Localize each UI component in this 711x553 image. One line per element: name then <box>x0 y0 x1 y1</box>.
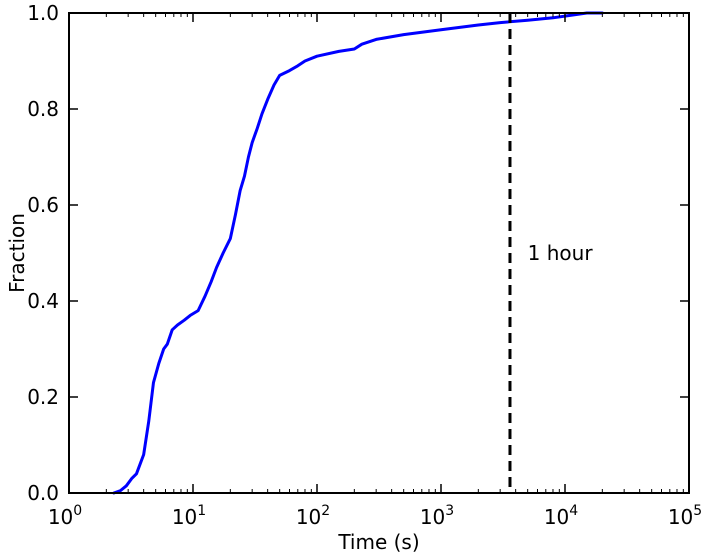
y-tick-label: 0.0 <box>27 481 59 505</box>
y-tick-label: 0.4 <box>27 289 59 313</box>
x-axis-title: Time (s) <box>337 530 419 553</box>
x-tick-label: 100 <box>48 503 82 529</box>
x-tick-label: 105 <box>668 503 702 529</box>
x-tick-label: 101 <box>172 503 206 529</box>
x-tick-label: 102 <box>296 503 330 529</box>
y-axis-title: Fraction <box>5 213 29 293</box>
y-tick-label: 1.0 <box>27 1 59 25</box>
plot-area <box>112 11 604 495</box>
plot-frame <box>68 12 690 494</box>
y-tick-label: 0.6 <box>27 193 59 217</box>
tick-labels: 1 hour 100 101 102 103 104 105 0.0 0.2 0.4 0.6 0.8 1… <box>27 1 702 529</box>
series-line-0 <box>112 11 604 495</box>
y-tick-label: 0.8 <box>27 97 59 121</box>
y-tick-label: 0.2 <box>27 385 59 409</box>
x-tick-label: 103 <box>420 503 454 529</box>
x-tick-label: 104 <box>544 503 578 529</box>
annotation-label: 1 hour <box>528 241 594 265</box>
